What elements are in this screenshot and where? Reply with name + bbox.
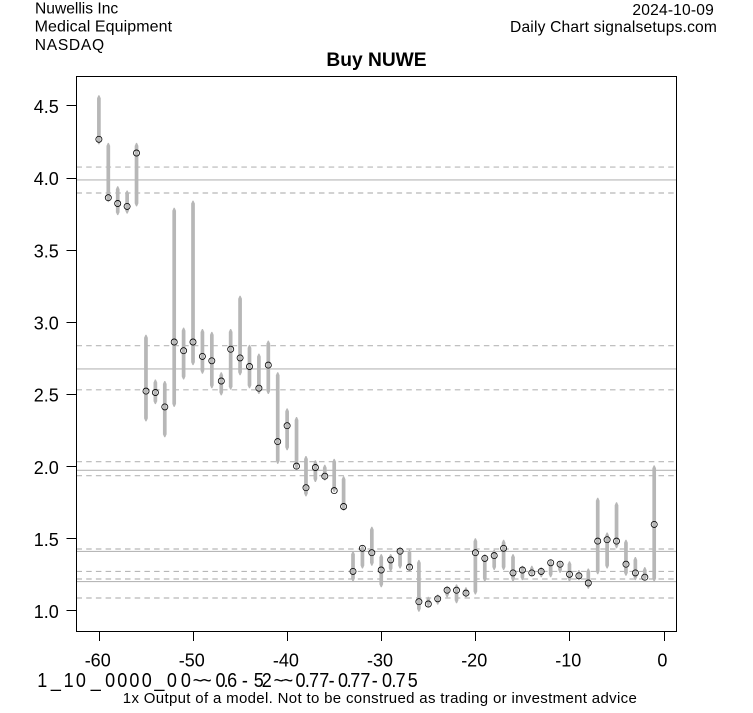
svg-text:3.5: 3.5 (34, 241, 59, 261)
svg-text:Buy NUWE: Buy NUWE (326, 50, 426, 71)
svg-text:-50: -50 (179, 650, 205, 670)
svg-text:NASDAQ: NASDAQ (35, 37, 104, 54)
svg-text:4.0: 4.0 (34, 169, 59, 189)
svg-text:2024-10-09: 2024-10-09 (632, 2, 713, 19)
svg-text:0: 0 (657, 650, 667, 670)
svg-text:1_10_0000_00~~0.6-52~~0.77-0.7: 1_10_0000_00~~0.6-52~~0.77-0.77-0.75 (37, 670, 418, 692)
svg-text:Medical Equipment: Medical Equipment (35, 19, 173, 36)
svg-text:-40: -40 (273, 650, 299, 670)
svg-text:4.5: 4.5 (34, 97, 59, 117)
svg-text:-10: -10 (555, 650, 581, 670)
svg-text:1x Output of a model. Not to b: 1x Output of a model. Not to be construe… (123, 690, 637, 707)
svg-text:Nuwellis Inc: Nuwellis Inc (35, 1, 118, 18)
svg-text:2.5: 2.5 (34, 386, 59, 406)
svg-text:3.0: 3.0 (34, 314, 59, 334)
svg-text:1.5: 1.5 (34, 530, 59, 550)
svg-text:Daily Chart signalsetups.com: Daily Chart signalsetups.com (510, 19, 717, 36)
svg-text:1.0: 1.0 (34, 602, 59, 622)
svg-text:2.0: 2.0 (34, 458, 59, 478)
svg-text:-20: -20 (461, 650, 487, 670)
svg-text:-30: -30 (367, 650, 393, 670)
svg-text:-60: -60 (85, 650, 111, 670)
